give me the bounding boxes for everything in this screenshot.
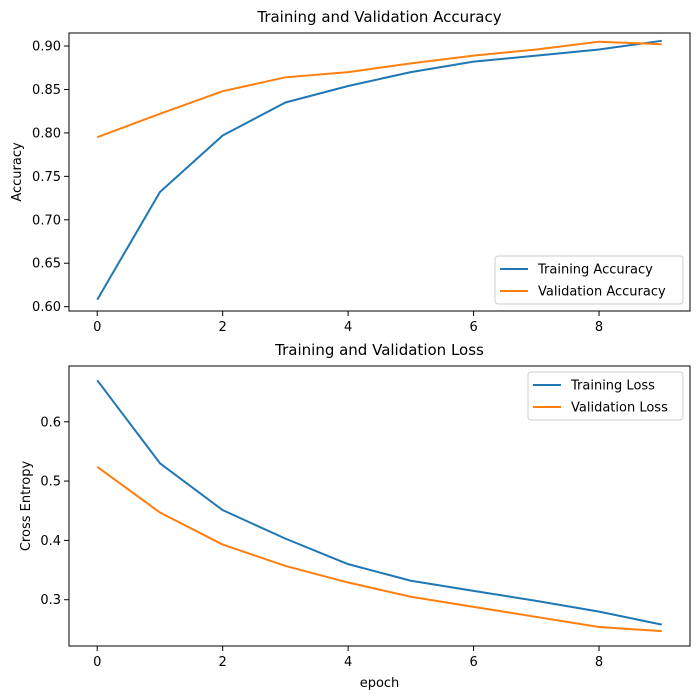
y-tick-label: 0.80: [32, 126, 61, 141]
x-tick-label: 0: [93, 320, 101, 335]
chart-title: Training and Validation Loss: [274, 341, 484, 359]
y-tick-label: 0.90: [32, 40, 61, 55]
y-tick-label: 0.5: [40, 475, 61, 490]
y-tick-label: 0.3: [40, 593, 61, 608]
x-tick-label: 8: [595, 655, 603, 670]
y-tick-label: 0.6: [40, 415, 61, 430]
y-axis-label: Cross Entropy: [19, 461, 34, 552]
y-tick-label: 0.75: [32, 170, 61, 185]
series-line-0: [96, 379, 662, 626]
y-tick-label: 0.65: [32, 257, 61, 272]
x-tick-label: 0: [93, 655, 101, 670]
x-tick-label: 4: [344, 655, 352, 670]
legend-box: [494, 255, 684, 305]
legend: Training Accuracy Validation Accuracy: [494, 255, 684, 305]
series-line-1: [96, 466, 662, 633]
x-tick-label: 8: [595, 320, 603, 335]
series-line-1: [96, 40, 662, 139]
accuracy-subplot: Training and Validation Accuracy 0 2 4 6 8 0.6…: [10, 8, 691, 335]
legend: Training Loss Validation Loss: [527, 371, 684, 421]
y-tick-label: 0.85: [32, 83, 61, 98]
plot-frame: [68, 32, 691, 312]
x-tick-label: 2: [219, 320, 227, 335]
x-axis-label: epoch: [360, 676, 400, 691]
legend-label-1: Validation Accuracy: [538, 285, 666, 300]
legend-label-0: Training Accuracy: [537, 263, 653, 278]
series-line-0: [96, 39, 662, 301]
legend-box: [527, 371, 684, 421]
plot-frame: [68, 365, 691, 647]
y-axis-label: Accuracy: [10, 142, 25, 202]
x-tick-label: 6: [469, 320, 477, 335]
x-tick-label: 6: [469, 655, 477, 670]
legend-label-0: Training Loss: [570, 379, 655, 394]
y-tick-label: 0.70: [32, 213, 61, 228]
chart-title: Training and Validation Accuracy: [256, 8, 501, 26]
x-tick-label: 4: [344, 320, 352, 335]
x-tick-label: 2: [219, 655, 227, 670]
loss-subplot: Training and Validation Loss 0 2 4 6 8 0.3 0.4 0…: [19, 341, 691, 691]
y-tick-label: 0.60: [32, 300, 61, 315]
legend-label-1: Validation Loss: [571, 401, 668, 416]
y-tick-label: 0.4: [40, 534, 61, 549]
